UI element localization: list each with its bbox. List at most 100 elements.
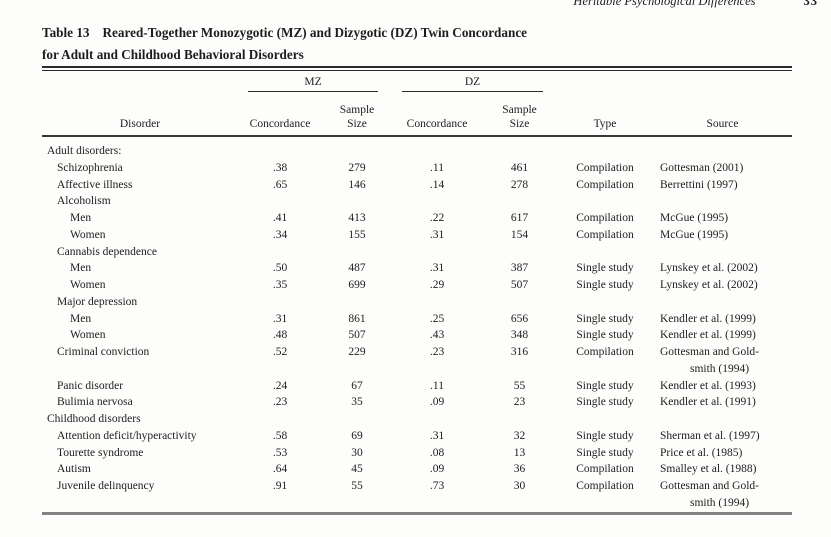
mz-sample-size-cell: 229 xyxy=(348,346,366,358)
mz-concordance-cell: .35 xyxy=(272,279,288,291)
disorder-cell: Attention deficit/hyperactivity xyxy=(57,429,197,442)
dz-concordance-cell: .23 xyxy=(429,346,445,358)
source-cell xyxy=(653,294,792,311)
type-cell: Compilation xyxy=(576,212,634,224)
disorder-cell: Men xyxy=(70,262,92,275)
source-cell: Smalley et al. (1988) xyxy=(660,463,757,476)
mz-concordance-cell: .65 xyxy=(272,178,288,191)
mz-concordance-cell: .50 xyxy=(272,262,288,275)
type-cell: Single study xyxy=(576,379,634,392)
source-cell xyxy=(653,193,792,210)
dz-sample-size-header: Sample Size xyxy=(482,97,557,137)
disorder-cell: Autism xyxy=(57,463,91,476)
table-title-line1: Table 13 Reared-Together Monozygotic (MZ)… xyxy=(42,22,802,44)
type-cell: Single study xyxy=(576,279,634,291)
type-cell: Compilation xyxy=(576,346,634,358)
mz-sample-size-cell xyxy=(322,294,392,311)
mz-concordance-cell xyxy=(238,193,322,210)
mz-concordance-header: Concordance xyxy=(238,97,322,137)
type-cell: Single study xyxy=(576,396,634,409)
dz-concordance-cell: .11 xyxy=(430,379,444,392)
mz-concordance-cell xyxy=(238,244,322,261)
dz-sample-size-cell: 316 xyxy=(510,346,529,358)
sample-label: Sample xyxy=(339,104,375,116)
table-row: Bulimia nervosa .23 35 .09 23 Single study Ken… xyxy=(42,394,792,411)
source-cell: Kendler et al. (1991) xyxy=(660,396,756,409)
dz-sample-size-cell xyxy=(482,294,557,311)
mz-concordance-cell: .41 xyxy=(272,212,288,224)
spanner-spacer xyxy=(42,75,238,97)
mz-concordance-cell xyxy=(238,411,322,428)
mz-concordance-cell xyxy=(238,294,322,311)
table-row: Women .34 155 .31 154 Compilation McGue (1995) xyxy=(42,227,792,244)
disorder-header: Disorder xyxy=(42,97,238,137)
mz-sample-size-header: Sample Size xyxy=(322,97,392,137)
table-row: Men .41 413 .22 617 Compilation McGue (1995) xyxy=(42,210,792,227)
mz-sample-size-cell: 507 xyxy=(348,329,366,342)
subsection-row: Cannabis dependence xyxy=(42,244,792,261)
mz-sample-size-cell xyxy=(322,244,392,261)
source-cell: McGue (1995) xyxy=(660,212,729,224)
table-row: Attention deficit/hyperactivity .58 69 .31 3… xyxy=(42,428,792,445)
dz-concordance-cell: .14 xyxy=(429,178,445,191)
mz-concordance-cell: .31 xyxy=(272,312,288,325)
type-cell xyxy=(557,193,653,210)
mz-concordance-cell: .48 xyxy=(272,329,288,342)
dz-concordance-cell xyxy=(392,136,482,160)
table-title: Table 13 Reared-Together Monozygotic (MZ)… xyxy=(42,22,802,66)
top-double-rule xyxy=(42,66,792,71)
dz-sample-size-cell xyxy=(482,244,557,261)
mz-sample-size-cell: 413 xyxy=(348,212,366,224)
type-cell: Compilation xyxy=(576,161,634,174)
type-cell xyxy=(557,244,653,261)
disorder-cell: Alcoholism xyxy=(57,195,111,208)
mz-concordance-cell: .58 xyxy=(272,429,288,442)
disorder-cell: Panic disorder xyxy=(57,379,124,392)
header-row: Disorder Concordance Sample Size Concorda… xyxy=(42,97,792,137)
mz-sample-size-cell: 146 xyxy=(348,178,366,191)
dz-sample-size-cell: 55 xyxy=(513,379,526,392)
source-cell: Lynskey et al. (2002) xyxy=(660,279,758,291)
disorder-cell: Women xyxy=(70,329,106,342)
spanner-row: MZ DZ xyxy=(42,75,792,97)
mz-sample-size-cell: 279 xyxy=(348,161,366,174)
source-header: Source xyxy=(653,97,792,137)
mz-concordance-cell: .52 xyxy=(272,346,288,358)
mz-concordance-cell xyxy=(238,136,322,160)
source-cell: Gottesman (2001) xyxy=(660,161,744,174)
dz-concordance-cell: .31 xyxy=(429,429,445,442)
source-line2: smith (1994) xyxy=(690,496,750,509)
size-label: Size xyxy=(509,117,530,130)
type-header: Type xyxy=(557,97,653,137)
mz-concordance-cell: .91 xyxy=(272,480,288,492)
table-row: Tourette syndrome .53 30 .08 13 Single study P… xyxy=(42,445,792,462)
dz-concordance-cell xyxy=(392,244,482,261)
dz-concordance-cell: .22 xyxy=(429,212,445,224)
mz-sample-size-cell: 69 xyxy=(351,429,363,442)
source-line1: Gottesman and Gold- xyxy=(660,480,760,492)
dz-sample-size-cell xyxy=(482,411,557,428)
dz-concordance-cell: .43 xyxy=(429,329,445,342)
type-cell: Compilation xyxy=(576,178,634,191)
type-cell: Single study xyxy=(576,429,634,442)
table-row: Schizophrenia .38 279 .11 461 Compilation Gott… xyxy=(42,160,792,177)
table-row: Affective illness .65 146 .14 278 Compilation… xyxy=(42,177,792,194)
table-row: Autism .64 45 .09 36 Compilation Smalley et al… xyxy=(42,461,792,478)
concordance-table: MZ DZ Disorder Concordance Sample Size Co… xyxy=(42,75,792,515)
table-title-line2: for Adult and Childhood Behavioral Disor… xyxy=(42,47,304,62)
dz-concordance-cell: .08 xyxy=(429,446,445,459)
source-cell xyxy=(653,244,792,261)
dz-concordance-cell: .09 xyxy=(429,396,445,409)
dz-sample-size-cell: 32 xyxy=(513,429,526,442)
dz-sample-size-cell: 387 xyxy=(510,262,529,275)
mz-concordance-cell: .53 xyxy=(272,446,288,459)
disorder-cell: Men xyxy=(70,312,92,325)
table-row: Panic disorder .24 67 .11 55 Single study Kend… xyxy=(42,378,792,395)
type-cell: Compilation xyxy=(576,463,634,476)
disorder-cell: Major depression xyxy=(57,295,138,308)
dz-concordance-cell: .11 xyxy=(430,161,444,174)
dz-concordance-cell: .31 xyxy=(429,228,445,241)
type-cell xyxy=(557,294,653,311)
table-row: Women .48 507 .43 348 Single study Kendler et … xyxy=(42,327,792,344)
